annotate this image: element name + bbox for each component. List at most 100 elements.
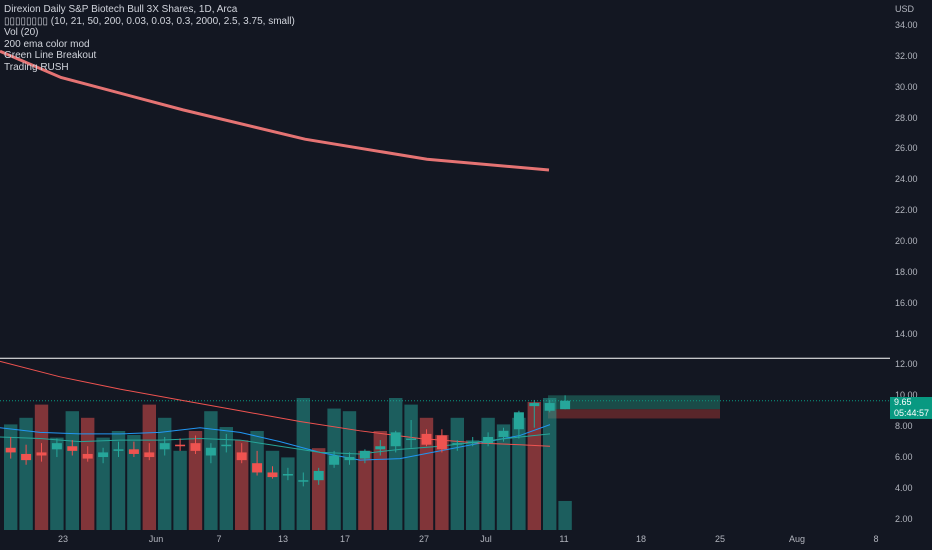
candle-body xyxy=(267,472,278,478)
price-label: 26.00 xyxy=(895,143,918,154)
candle-body xyxy=(421,433,432,445)
volume-bar xyxy=(158,417,172,530)
legend-green-line[interactable]: Green Line Breakout xyxy=(4,50,97,61)
legend-title[interactable]: Direxion Daily S&P Biotech Bull 3X Share… xyxy=(4,4,238,15)
price-chart[interactable] xyxy=(0,0,890,530)
volume-bar xyxy=(81,417,95,530)
price-label: 18.00 xyxy=(895,266,918,277)
volume-bar xyxy=(142,404,156,530)
volume-bar xyxy=(296,398,310,530)
time-label: Aug xyxy=(788,534,806,544)
volume-bar xyxy=(235,440,249,530)
zone-red xyxy=(548,409,720,419)
legend-ema[interactable]: 200 ema color mod xyxy=(4,38,90,50)
ma-line-slow xyxy=(0,360,551,447)
candle-body xyxy=(190,443,201,451)
candle-body xyxy=(5,447,16,453)
time-label: 18 xyxy=(635,534,647,544)
candle-body xyxy=(98,452,109,458)
volume-bar xyxy=(34,404,49,530)
candle-body xyxy=(113,449,124,451)
volume-bar xyxy=(466,440,480,530)
price-label: 20.00 xyxy=(895,236,918,247)
volume-bar xyxy=(389,398,403,530)
candle-body xyxy=(36,452,47,456)
time-label: 23 xyxy=(57,534,69,544)
volume-bar xyxy=(19,417,33,530)
candle-body xyxy=(560,400,571,410)
volume-bar xyxy=(527,401,541,530)
candle-body xyxy=(498,430,509,437)
candle-body xyxy=(128,449,139,454)
candle-body xyxy=(467,441,478,444)
volume-bar xyxy=(219,427,233,530)
candle-body xyxy=(51,443,62,450)
legend-indicator-params[interactable]: ▯▯▯▯▯▯▯▯ (10, 21, 50, 200, 0.03, 0.03, 0… xyxy=(4,15,295,27)
time-label: 27 xyxy=(418,534,430,544)
ma-line-medium xyxy=(0,433,551,455)
volume-bar xyxy=(404,404,418,530)
volume-bar xyxy=(558,500,572,530)
price-label: 12.00 xyxy=(895,359,918,370)
price-label: 10.00 xyxy=(895,390,918,401)
candle-body xyxy=(67,446,78,451)
volume-bar xyxy=(373,431,387,530)
volume-bar xyxy=(188,431,203,530)
volume-bar xyxy=(265,450,280,530)
volume-bar xyxy=(342,411,357,530)
price-label: 34.00 xyxy=(895,20,918,30)
volume-bar xyxy=(312,448,326,530)
volume-bar xyxy=(50,437,64,530)
currency-label: USD xyxy=(895,4,915,14)
candle-body xyxy=(236,452,247,461)
candle-body xyxy=(529,403,540,407)
time-label: Jun xyxy=(148,534,164,544)
candle-body xyxy=(359,450,370,459)
current-price: 9.65 xyxy=(894,397,912,407)
price-label: 22.00 xyxy=(895,205,918,216)
time-label: 13 xyxy=(277,534,289,544)
candle-body xyxy=(344,457,355,461)
time-label: 17 xyxy=(339,534,351,544)
legend-trading[interactable]: Trading RUSH xyxy=(4,61,69,73)
candle-body xyxy=(221,444,232,447)
time-label: 11 xyxy=(559,534,569,544)
candle-body xyxy=(144,452,155,458)
candle-body xyxy=(252,463,263,473)
volume-bar xyxy=(419,417,434,530)
candle-body xyxy=(313,470,324,481)
price-label: 24.00 xyxy=(895,174,918,185)
volume-bar xyxy=(96,437,110,530)
ema200-line xyxy=(0,49,550,172)
candle-body xyxy=(175,444,186,447)
volume-bar xyxy=(173,450,187,530)
volume-bar xyxy=(65,411,79,530)
volume-bar xyxy=(481,417,495,530)
candle-body xyxy=(436,435,447,450)
candle-body xyxy=(406,438,417,441)
candle-body xyxy=(544,403,555,411)
candle-body xyxy=(452,443,463,445)
price-label: 14.00 xyxy=(895,328,918,339)
chart-area[interactable]: Direxion Daily S&P Biotech Bull 3X Share… xyxy=(0,0,890,530)
candle-body xyxy=(298,480,309,482)
candle-body xyxy=(329,455,340,465)
volume-bar xyxy=(358,450,372,530)
volume-bar xyxy=(496,424,511,530)
volume-bar xyxy=(111,431,126,530)
volume-bar xyxy=(512,417,526,530)
volume-bar xyxy=(250,431,264,530)
price-label: 6.00 xyxy=(895,452,913,463)
candle-body xyxy=(21,453,32,461)
candle-body xyxy=(205,447,216,456)
volume-bar xyxy=(435,434,449,530)
time-label: 25 xyxy=(714,534,726,544)
legend-vol[interactable]: Vol (20) xyxy=(4,27,39,38)
chart-legend: Direxion Daily S&P Biotech Bull 3X Share… xyxy=(4,4,295,73)
volume-bar xyxy=(204,411,218,530)
price-label: 16.00 xyxy=(895,297,918,308)
price-scale[interactable]: USD 34.00 32.00 30.00 28.00 26.00 24.00 22.00 2… xyxy=(890,0,932,550)
price-label: 28.00 xyxy=(895,112,918,123)
price-label: 30.00 xyxy=(895,81,918,92)
time-scale[interactable]: 23 Jun 7 13 17 27 Jul 11 18 25 Aug 8 xyxy=(0,530,890,550)
